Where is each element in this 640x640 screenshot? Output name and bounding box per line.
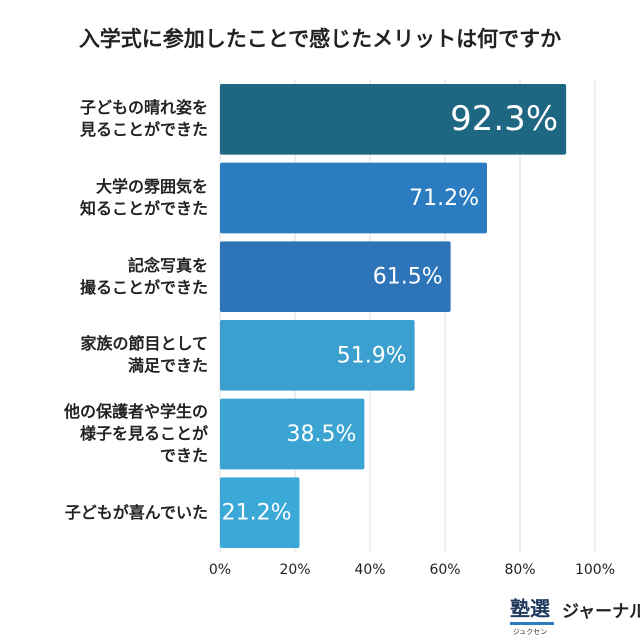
logo: 塾選 ジュクセン ジャーナル <box>510 597 640 636</box>
category-label: 子どもが喜んでいた <box>64 502 208 522</box>
x-tick-label: 20% <box>279 562 310 578</box>
value-label: 71.2% <box>409 186 479 211</box>
x-tick-label: 100% <box>575 562 615 578</box>
logo-name: ジャーナル <box>562 602 640 622</box>
logo-reading: ジュクセン <box>513 628 548 636</box>
x-tick-label: 60% <box>429 562 460 578</box>
value-label: 92.3% <box>450 99 558 139</box>
bar <box>220 241 451 312</box>
x-tick-label: 80% <box>504 562 535 578</box>
bar <box>220 477 300 548</box>
category-label: 記念写真を 撮ることができた <box>79 255 208 297</box>
bar <box>220 84 567 155</box>
logo-underline <box>510 622 554 625</box>
bar <box>220 162 487 234</box>
category-label: 子どもの晴れ姿を 見ることができた <box>79 98 208 140</box>
logo-mark: 塾選 <box>510 597 550 621</box>
bar <box>220 320 415 391</box>
value-label: 21.2% <box>222 501 292 526</box>
x-tick-label: 40% <box>354 562 385 578</box>
category-label: 家族の節目として 満足できた <box>80 334 208 376</box>
value-label: 38.5% <box>286 422 356 447</box>
category-label: 他の保護者や学生の 様子を見ることが できた <box>63 402 208 465</box>
value-label: 51.9% <box>337 343 407 368</box>
bar <box>220 398 365 470</box>
chart-title: 入学式に参加したことで感じたメリットは何ですか <box>79 27 561 51</box>
value-label: 61.5% <box>373 265 443 290</box>
category-label: 大学の雰囲気を 知ることができた <box>79 177 208 218</box>
x-tick-label: 0% <box>209 562 231 578</box>
